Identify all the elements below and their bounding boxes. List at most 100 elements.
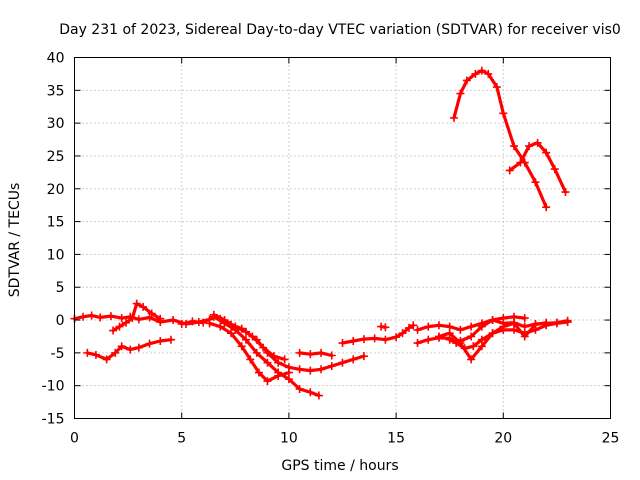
data-point bbox=[237, 342, 246, 351]
data-point bbox=[121, 318, 130, 327]
data-point bbox=[533, 138, 542, 147]
data-point bbox=[520, 314, 529, 323]
y-axis-label: SDTVAR / TECUs bbox=[7, 183, 23, 298]
data-point bbox=[96, 313, 105, 322]
tick-labels: 0 5 10 15 20 25 -15 -10 -5 0 5 10 15 20 25 30 35 40 bbox=[42, 51, 620, 447]
data-point bbox=[381, 335, 390, 344]
data-point bbox=[467, 332, 476, 341]
data-point bbox=[280, 355, 289, 364]
data-point bbox=[132, 299, 141, 308]
data-point bbox=[216, 314, 225, 323]
data-point bbox=[327, 361, 336, 370]
data-point bbox=[542, 148, 551, 157]
data-point bbox=[516, 158, 525, 167]
data-point bbox=[169, 316, 178, 325]
data-point bbox=[477, 322, 486, 331]
data-point bbox=[462, 76, 471, 85]
data-point bbox=[467, 322, 476, 331]
x-tick-label: 0 bbox=[70, 431, 79, 447]
data-point bbox=[445, 335, 454, 344]
data-point bbox=[460, 344, 469, 353]
data-point bbox=[338, 358, 347, 367]
data-point bbox=[274, 358, 283, 367]
data-point bbox=[295, 348, 304, 357]
series-track-8 bbox=[295, 348, 336, 360]
y-tick-label: 5 bbox=[56, 280, 65, 296]
data-point bbox=[531, 325, 540, 334]
data-point bbox=[284, 363, 293, 372]
data-point bbox=[145, 339, 154, 348]
x-tick-label: 25 bbox=[602, 431, 620, 447]
y-tick-label: -5 bbox=[51, 346, 65, 362]
data-tracks bbox=[70, 66, 572, 400]
data-point bbox=[499, 325, 508, 334]
data-point bbox=[477, 66, 486, 75]
data-point bbox=[552, 319, 561, 328]
data-point bbox=[349, 355, 358, 364]
data-point bbox=[550, 165, 559, 174]
data-point bbox=[452, 339, 461, 348]
data-point bbox=[499, 109, 508, 118]
y-tick-label: -10 bbox=[42, 379, 65, 395]
data-point bbox=[242, 335, 251, 344]
data-point bbox=[128, 314, 137, 323]
y-tick-label: 10 bbox=[47, 247, 65, 263]
y-tick-label: -15 bbox=[42, 412, 65, 428]
data-point bbox=[317, 365, 326, 374]
data-point bbox=[259, 343, 268, 352]
grid-lines bbox=[74, 57, 611, 419]
data-point bbox=[471, 69, 480, 78]
data-point bbox=[424, 335, 433, 344]
data-point bbox=[216, 322, 225, 331]
data-point bbox=[520, 329, 529, 338]
y-tick-label: 40 bbox=[47, 51, 65, 67]
data-point bbox=[248, 332, 257, 341]
data-point bbox=[109, 326, 118, 335]
data-point bbox=[237, 324, 246, 333]
data-point bbox=[338, 339, 347, 348]
data-point bbox=[106, 312, 115, 321]
data-point bbox=[434, 321, 443, 330]
series-track-3 bbox=[109, 299, 165, 335]
data-point bbox=[263, 358, 272, 367]
data-point bbox=[139, 302, 148, 311]
data-point bbox=[456, 325, 465, 334]
data-point bbox=[413, 339, 422, 348]
data-point bbox=[209, 310, 218, 319]
data-point bbox=[91, 350, 100, 359]
data-point bbox=[359, 352, 368, 361]
y-tick-label: 15 bbox=[47, 215, 65, 231]
data-point bbox=[246, 355, 255, 364]
data-point bbox=[404, 323, 413, 332]
x-tick-label: 15 bbox=[387, 431, 405, 447]
y-tick-label: 35 bbox=[47, 83, 65, 99]
data-point bbox=[359, 335, 368, 344]
data-point bbox=[263, 377, 272, 386]
data-point bbox=[156, 314, 165, 323]
series-track-9 bbox=[338, 321, 418, 348]
y-tick-label: 20 bbox=[47, 182, 65, 198]
plot-frame bbox=[74, 57, 611, 419]
data-point bbox=[381, 323, 390, 332]
data-point bbox=[398, 329, 407, 338]
data-point bbox=[561, 188, 570, 197]
data-point bbox=[306, 350, 315, 359]
data-point bbox=[314, 391, 323, 400]
y-tick-label: 30 bbox=[47, 116, 65, 132]
x-axis-label: GPS time / hours bbox=[281, 458, 398, 474]
data-point bbox=[413, 325, 422, 334]
data-point bbox=[525, 142, 534, 151]
data-point bbox=[117, 314, 126, 323]
series-track-5 bbox=[205, 319, 293, 386]
series-line bbox=[85, 338, 173, 361]
data-point bbox=[409, 321, 418, 330]
data-point bbox=[327, 351, 336, 360]
data-point bbox=[434, 332, 443, 341]
data-point bbox=[510, 142, 519, 151]
series-track-7 bbox=[216, 314, 289, 364]
y-tick-label: 25 bbox=[47, 149, 65, 165]
data-point bbox=[227, 320, 236, 329]
series-track-10 bbox=[377, 322, 390, 332]
series-track-16 bbox=[505, 138, 570, 197]
data-point bbox=[134, 343, 143, 352]
